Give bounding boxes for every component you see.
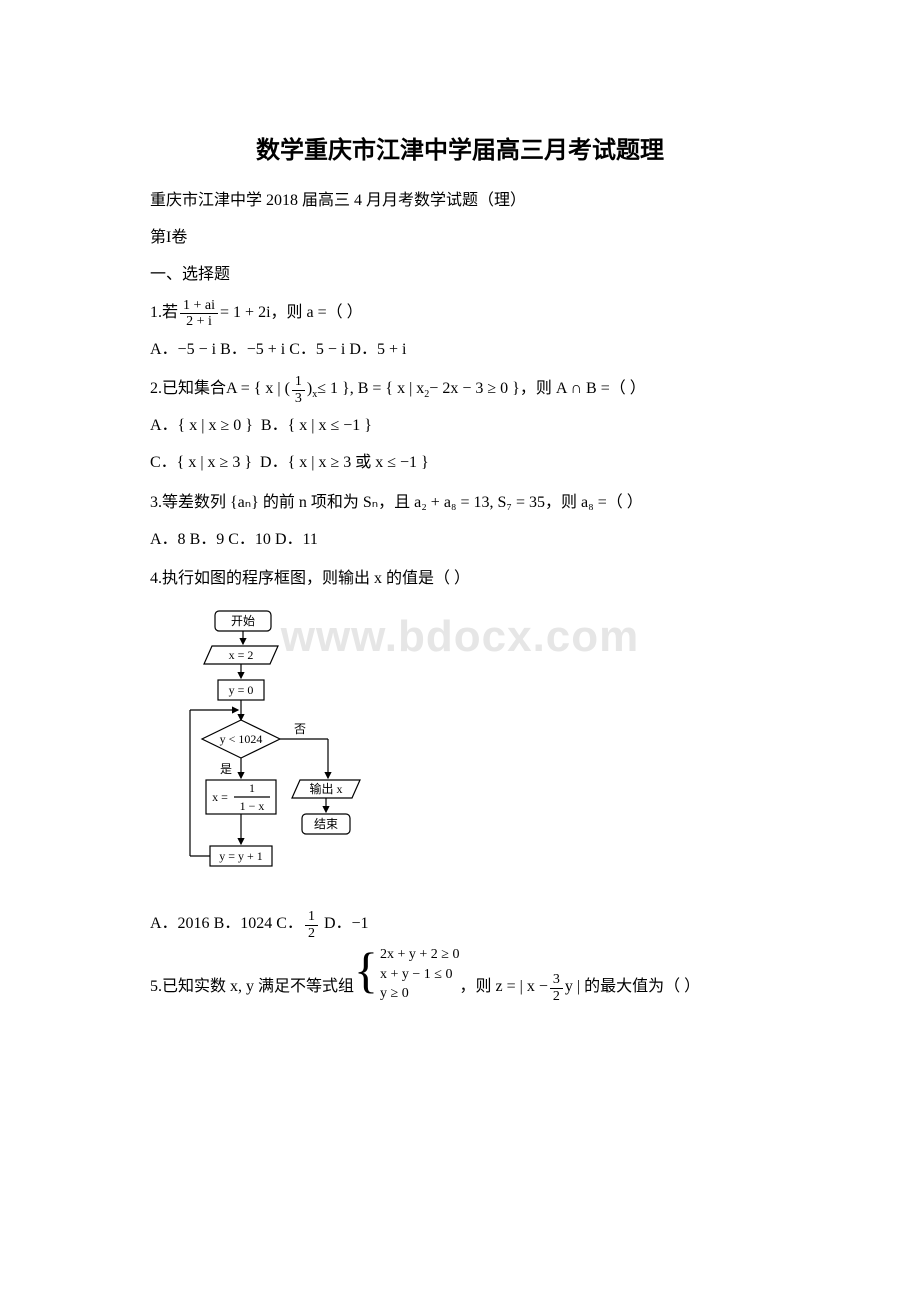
q2-b: B．{ x | x ≤ −1 }	[261, 408, 372, 443]
brace-icon: {	[354, 945, 378, 1004]
q2-frac-den: 3	[292, 391, 305, 406]
q4-c: C．	[276, 906, 303, 941]
flowchart-svg: 开始 x = 2 y = 0 y < 1024 否	[180, 606, 380, 896]
q5-end: y | 的最大值为（ ）	[565, 969, 700, 1004]
fc-init-y: y = 0	[229, 683, 254, 697]
q1-d: D．5 + i	[349, 332, 406, 367]
q2-set-a-pre: A = { x | (	[226, 371, 290, 406]
q2-suffix: ，则 A ∩ B =（ ）	[520, 371, 646, 406]
q5-brace: { 2x + y + 2 ≥ 0 x + y − 1 ≤ 0 y ≥ 0	[354, 945, 459, 1004]
doc-title: 数学重庆市江津中学届高三月考试题理	[150, 130, 770, 165]
fc-output: 输出 x	[309, 781, 342, 796]
q2-stem: 2.已知集合 A = { x | ( 1 3 )x ≤ 1 }, B = { x…	[150, 371, 770, 406]
fc-start: 开始	[231, 614, 255, 628]
q3-b: B．9	[190, 522, 225, 557]
q4-b: B．1024	[214, 906, 273, 941]
q1-fraction: 1 + ai 2 + i	[180, 298, 218, 330]
q2-set-a-end: ≤ 1 }, B = { x | x	[317, 371, 424, 406]
fc-incr: y = y + 1	[219, 849, 263, 863]
q3-c: C．10	[228, 522, 271, 557]
q1-options: A．−5 − i B．−5 + i C．5 − i D．5 + i	[150, 332, 770, 367]
q5-mid: ，则 z = | x −	[460, 969, 548, 1004]
q1-suffix: ，则 a =（ ）	[271, 295, 363, 330]
fc-yes-label: 是	[220, 762, 232, 776]
q2-frac-num: 1	[292, 374, 305, 390]
flowchart: 开始 x = 2 y = 0 y < 1024 否	[180, 606, 770, 896]
section-heading: 一、选择题	[150, 257, 770, 292]
q4-a: A．2016	[150, 906, 210, 941]
q1-c: C．5 − i	[289, 332, 345, 367]
q1-prefix: 1.若	[150, 295, 178, 330]
q4-c-den: 2	[305, 926, 318, 941]
q5-frac: 3 2	[550, 972, 563, 1004]
q1-frac-den: 2 + i	[183, 314, 215, 329]
q2-prefix: 2.已知集合	[150, 371, 226, 406]
q2-c: C．{ x | x ≥ 3 }	[150, 445, 252, 480]
fc-init-x: x = 2	[229, 648, 254, 662]
q4-options: A．2016 B．1024 C． 1 2 D．−1	[150, 906, 770, 941]
q4-c-frac: 1 2	[305, 909, 318, 941]
q2-set-b-end: − 2x − 3 ≥ 0 }	[429, 371, 520, 406]
q5-prefix: 5.已知实数 x, y 满足不等式组	[150, 969, 354, 1004]
q1-eq: = 1 + 2i	[220, 295, 271, 330]
fc-assign-pre: x =	[212, 790, 228, 804]
q3-options: A．8 B．9 C．10 D．11	[150, 522, 770, 557]
q2-fraction: 1 3	[292, 374, 305, 406]
q4-c-num: 1	[305, 909, 318, 925]
q5-ineq2: x + y − 1 ≤ 0	[380, 965, 459, 985]
q3-stem: 3.等差数列 {aₙ} 的前 n 项和为 Sₙ，且 a₂ + a₈ = 13, …	[150, 485, 770, 520]
q5-frac-num: 3	[550, 972, 563, 988]
q3-d: D．11	[275, 522, 318, 557]
q1-a: A．−5 − i	[150, 332, 216, 367]
subtitle: 重庆市江津中学 2018 届高三 4 月月考数学试题（理）	[150, 183, 770, 218]
q4-d: D．−1	[324, 906, 369, 941]
q2-options-row1: A．{ x | x ≥ 0 } B．{ x | x ≤ −1 }	[150, 408, 770, 443]
q1-stem: 1.若 1 + ai 2 + i = 1 + 2i ，则 a =（ ）	[150, 295, 770, 330]
q2-a: A．{ x | x ≥ 0 }	[150, 408, 253, 443]
fc-cond: y < 1024	[220, 732, 263, 746]
q4-stem: 4.执行如图的程序框图，则输出 x 的值是（ ）	[150, 561, 770, 596]
q5-ineq1: 2x + y + 2 ≥ 0	[380, 945, 459, 965]
q3-a: A．8	[150, 522, 186, 557]
fc-end: 结束	[314, 817, 338, 831]
q5-stem: 5.已知实数 x, y 满足不等式组 { 2x + y + 2 ≥ 0 x + …	[150, 945, 770, 1004]
q1-frac-num: 1 + ai	[180, 298, 218, 314]
q2-d: D．{ x | x ≥ 3 或 x ≤ −1 }	[260, 445, 429, 480]
q5-ineq3: y ≥ 0	[380, 984, 459, 1004]
fc-assign-num: 1	[249, 781, 255, 795]
part-label: 第I卷	[150, 220, 770, 255]
q5-frac-den: 2	[550, 989, 563, 1004]
fc-no-label: 否	[294, 722, 306, 736]
q2-options-row2: C．{ x | x ≥ 3 } D．{ x | x ≥ 3 或 x ≤ −1 }	[150, 445, 770, 480]
q1-b: B．−5 + i	[220, 332, 285, 367]
fc-assign-den: 1 − x	[240, 799, 265, 813]
